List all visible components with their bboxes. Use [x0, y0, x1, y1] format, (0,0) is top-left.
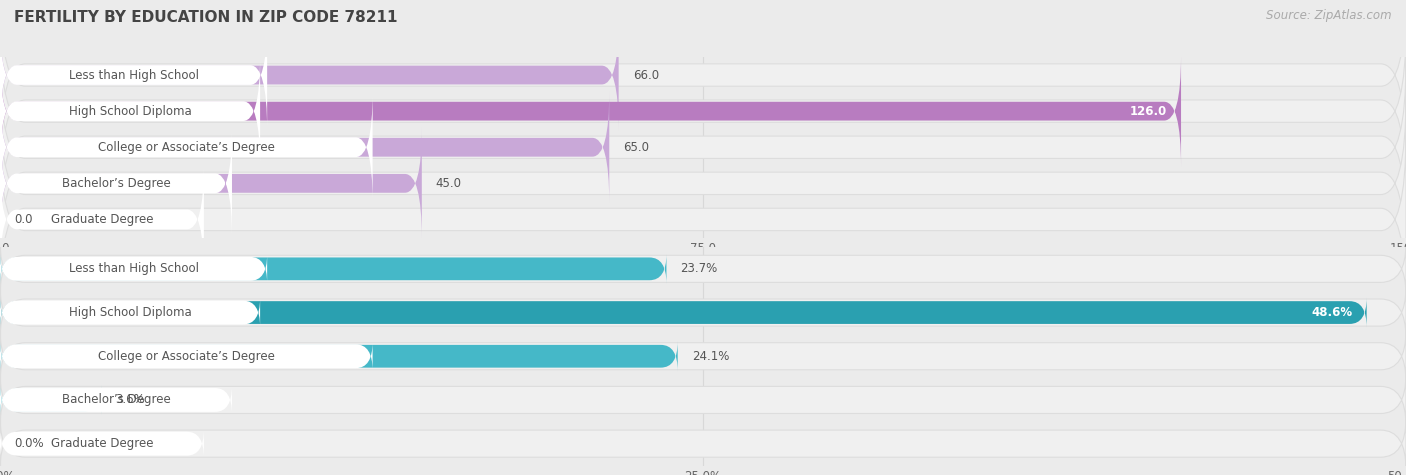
- FancyBboxPatch shape: [0, 386, 232, 414]
- Text: 45.0: 45.0: [436, 177, 461, 190]
- FancyBboxPatch shape: [0, 56, 1181, 167]
- FancyBboxPatch shape: [0, 255, 267, 283]
- FancyBboxPatch shape: [0, 164, 204, 275]
- Text: College or Associate’s Degree: College or Associate’s Degree: [98, 141, 274, 154]
- Text: High School Diploma: High School Diploma: [69, 104, 191, 118]
- Text: 65.0: 65.0: [623, 141, 650, 154]
- FancyBboxPatch shape: [0, 61, 1406, 234]
- Text: Bachelor’s Degree: Bachelor’s Degree: [62, 393, 170, 407]
- Text: 126.0: 126.0: [1130, 104, 1167, 118]
- Text: Bachelor’s Degree: Bachelor’s Degree: [62, 177, 170, 190]
- Text: 66.0: 66.0: [633, 68, 659, 82]
- Text: College or Associate’s Degree: College or Associate’s Degree: [98, 350, 274, 363]
- FancyBboxPatch shape: [0, 342, 678, 371]
- FancyBboxPatch shape: [0, 342, 373, 370]
- FancyBboxPatch shape: [0, 287, 1406, 338]
- FancyBboxPatch shape: [0, 331, 1406, 382]
- FancyBboxPatch shape: [0, 429, 204, 458]
- FancyBboxPatch shape: [0, 20, 267, 130]
- FancyBboxPatch shape: [0, 25, 1406, 198]
- FancyBboxPatch shape: [0, 56, 260, 166]
- Text: High School Diploma: High School Diploma: [69, 306, 191, 319]
- FancyBboxPatch shape: [0, 92, 609, 203]
- FancyBboxPatch shape: [0, 19, 619, 131]
- FancyBboxPatch shape: [0, 385, 101, 415]
- Text: Less than High School: Less than High School: [69, 262, 198, 276]
- FancyBboxPatch shape: [0, 298, 1367, 327]
- Text: 0.0%: 0.0%: [14, 437, 44, 450]
- FancyBboxPatch shape: [0, 298, 260, 327]
- FancyBboxPatch shape: [0, 0, 1406, 162]
- FancyBboxPatch shape: [0, 243, 1406, 294]
- FancyBboxPatch shape: [0, 97, 1406, 270]
- FancyBboxPatch shape: [0, 254, 666, 284]
- FancyBboxPatch shape: [0, 128, 422, 239]
- FancyBboxPatch shape: [0, 92, 373, 202]
- Text: 0.0: 0.0: [14, 213, 32, 226]
- Text: 24.1%: 24.1%: [692, 350, 730, 363]
- Text: 3.6%: 3.6%: [115, 393, 145, 407]
- Text: FERTILITY BY EDUCATION IN ZIP CODE 78211: FERTILITY BY EDUCATION IN ZIP CODE 78211: [14, 10, 398, 25]
- Text: Graduate Degree: Graduate Degree: [51, 437, 153, 450]
- FancyBboxPatch shape: [0, 133, 1406, 306]
- FancyBboxPatch shape: [0, 374, 1406, 426]
- FancyBboxPatch shape: [0, 128, 232, 238]
- Text: Source: ZipAtlas.com: Source: ZipAtlas.com: [1267, 10, 1392, 22]
- Text: 23.7%: 23.7%: [681, 262, 717, 276]
- Text: Less than High School: Less than High School: [69, 68, 198, 82]
- FancyBboxPatch shape: [0, 418, 1406, 469]
- Text: Graduate Degree: Graduate Degree: [51, 213, 153, 226]
- Text: 48.6%: 48.6%: [1312, 306, 1353, 319]
